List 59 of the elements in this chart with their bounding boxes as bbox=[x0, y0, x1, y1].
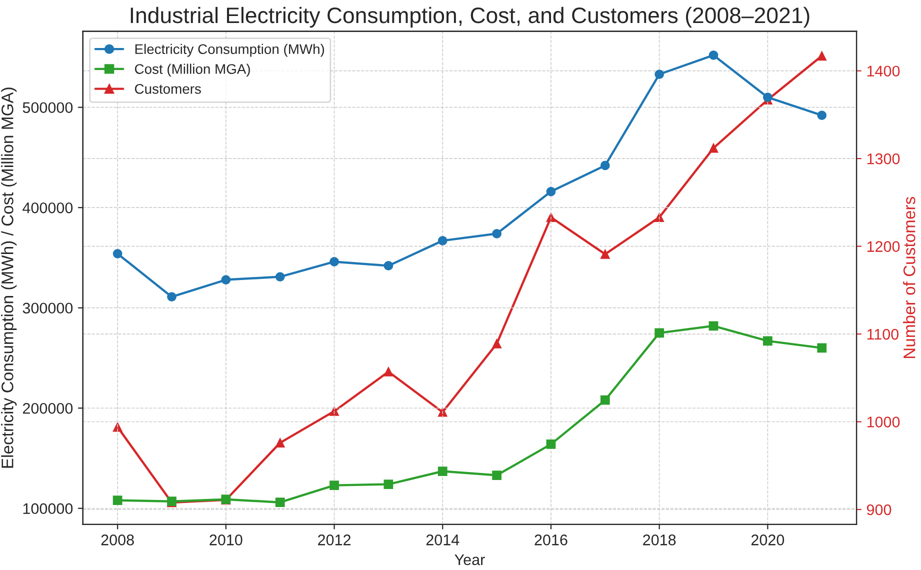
y-tick-label: 300000 bbox=[22, 302, 73, 314]
point bbox=[654, 212, 664, 222]
y2-tick-label: 900 bbox=[866, 504, 892, 516]
x-tick-label: 2016 bbox=[534, 534, 568, 546]
point bbox=[492, 338, 502, 348]
point bbox=[112, 496, 122, 506]
point bbox=[330, 406, 339, 416]
y2-tick-label: 1100 bbox=[867, 328, 899, 340]
point bbox=[708, 50, 718, 60]
point bbox=[817, 51, 827, 61]
x-tick-label: 2018 bbox=[643, 534, 676, 546]
legend-label: Cost (Million MGA) bbox=[134, 64, 250, 77]
point bbox=[438, 466, 448, 476]
point bbox=[762, 336, 772, 346]
point bbox=[546, 186, 556, 196]
y2-tick-label: 1000 bbox=[867, 416, 900, 428]
y2-axis-title: Number of Customers bbox=[903, 196, 916, 358]
y-tick-label: 500000 bbox=[22, 102, 73, 114]
point bbox=[438, 407, 448, 417]
point bbox=[384, 480, 394, 489]
x-tick-label: 2020 bbox=[751, 534, 784, 546]
point bbox=[492, 470, 502, 480]
point bbox=[275, 498, 285, 508]
point bbox=[221, 275, 231, 284]
point bbox=[654, 328, 664, 338]
legend-label: Electricity Consumption (MWh) bbox=[135, 44, 324, 57]
point bbox=[817, 343, 827, 353]
point bbox=[384, 261, 394, 270]
point bbox=[384, 367, 394, 376]
legend-label: Customers bbox=[134, 84, 201, 94]
y-axis-title: Electricity Consumption (MWh) / Cost (Million MGA) bbox=[1, 88, 17, 468]
point bbox=[275, 272, 285, 282]
point bbox=[275, 438, 285, 448]
point bbox=[600, 250, 610, 259]
x-axis-title: Year bbox=[454, 554, 485, 566]
point bbox=[600, 395, 610, 405]
point bbox=[600, 160, 610, 170]
point bbox=[330, 480, 339, 490]
point bbox=[167, 292, 176, 302]
point bbox=[492, 228, 502, 238]
y2-tick-label: 1300 bbox=[867, 153, 900, 164]
point bbox=[112, 249, 122, 258]
point bbox=[708, 321, 718, 331]
point bbox=[438, 236, 448, 246]
y-tick-label: 400000 bbox=[22, 202, 73, 214]
point bbox=[708, 143, 718, 153]
point bbox=[817, 110, 827, 120]
x-tick-label: 2008 bbox=[101, 534, 134, 546]
y2-tick-label: 1400 bbox=[867, 66, 900, 77]
y2-tick-label: 1200 bbox=[867, 241, 900, 252]
chart-title: Industrial Electricity Consumption, Cost, and Customers (2008–2021) bbox=[130, 6, 810, 28]
point bbox=[330, 257, 339, 266]
y-tick-label: 100000 bbox=[23, 503, 73, 514]
x-tick-label: 2014 bbox=[426, 534, 460, 546]
point bbox=[546, 440, 556, 449]
y-tick-label: 200000 bbox=[22, 402, 73, 414]
x-tick-label: 2010 bbox=[210, 534, 242, 546]
x-tick-label: 2012 bbox=[318, 534, 350, 546]
point bbox=[654, 70, 664, 79]
